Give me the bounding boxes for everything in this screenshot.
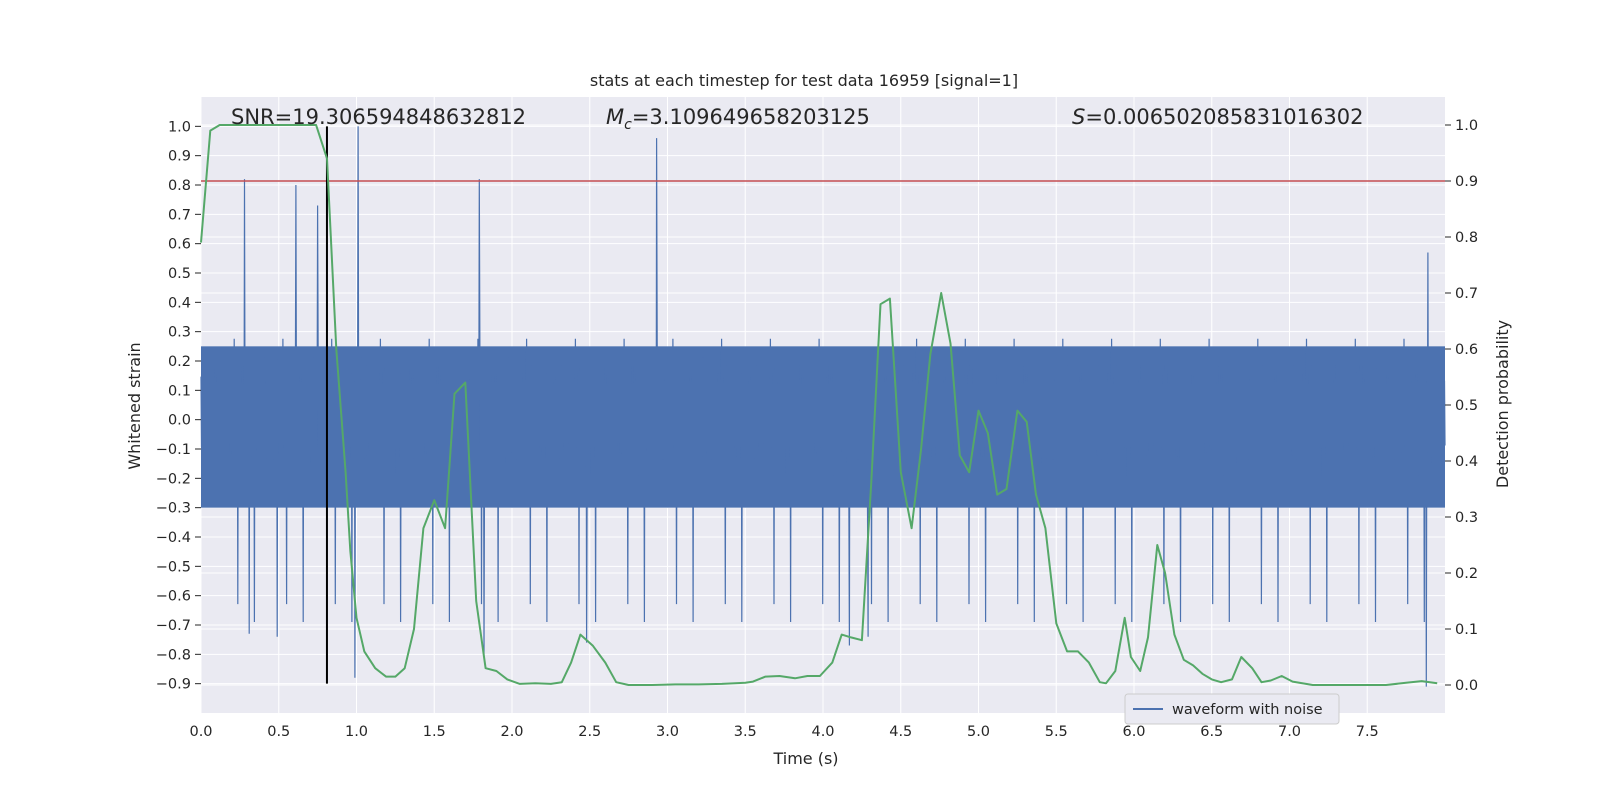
chirp-mass-value: =3.109649658203125: [632, 105, 870, 129]
x-tick-label: 2.5: [578, 724, 601, 740]
x-axis: 0.0 0.5 1.0 1.5 2.0 2.5 3.0 3.5 4.0 4.5 5.0 5.5 6.0 6…: [189, 724, 1378, 740]
y-tick-label: −0.6: [156, 589, 191, 605]
x-tick-label: 7.0: [1278, 724, 1301, 740]
x-tick-label: 5.0: [967, 724, 990, 740]
y-tick-label: 0.4: [168, 295, 191, 311]
y2-tick-label: 0.3: [1455, 510, 1478, 526]
strain-line: [200, 126, 1446, 687]
x-tick-label: 1.5: [423, 724, 446, 740]
x-tick-label: 4.5: [889, 724, 912, 740]
x-tick-label: 5.5: [1045, 724, 1068, 740]
y2-tick-label: 0.4: [1455, 454, 1478, 470]
y-tick-label: 0.2: [168, 354, 191, 370]
y-tick-label: 0.7: [168, 207, 191, 223]
y-tick-label: −0.5: [156, 559, 191, 575]
y2-tick-label: 0.9: [1455, 174, 1478, 190]
x-axis-label: Time (s): [772, 749, 838, 768]
chirp-mass-annotation: Mc=3.109649658203125: [606, 105, 870, 133]
x-tick-label: 3.0: [656, 724, 679, 740]
y-tick-label: 0.8: [168, 178, 191, 194]
y2-tick-label: 0.6: [1455, 342, 1478, 358]
probability-line: [200, 124, 1438, 686]
y2-tick-label: 1.0: [1455, 118, 1478, 134]
y-tick-label: −0.2: [156, 471, 191, 487]
y2-axis-label: Detection probability: [1493, 320, 1512, 488]
legend-box: [1124, 693, 1340, 725]
x-tick-label: 0.0: [189, 724, 212, 740]
s-symbol: S: [1072, 105, 1085, 129]
y-tick-label: −0.4: [156, 530, 191, 546]
y2-tick-label: 0.2: [1455, 566, 1478, 582]
snr-annotation: SNR=19.306594848632812: [231, 105, 526, 129]
y-axis-right: 0.0 0.1 0.2 0.3 0.4 0.5 0.6 0.7 0.8 0.9 1.0: [1445, 118, 1478, 694]
x-tick-label: 6.5: [1200, 724, 1223, 740]
x-tick-label: 4.0: [811, 724, 834, 740]
legend-label-strain: waveform with noise: [1172, 702, 1323, 718]
chart-title: stats at each timestep for test data 169…: [590, 71, 1018, 90]
y-tick-label: 0.3: [168, 325, 191, 341]
s-annotation: S=0.006502085831016302: [1072, 105, 1363, 129]
y-tick-label: −0.7: [156, 618, 191, 634]
x-tick-label: 6.0: [1122, 724, 1145, 740]
y-tick-label: 0.1: [168, 383, 191, 399]
strain-series: [200, 126, 1446, 687]
y-tick-label: 0.6: [168, 237, 191, 253]
y2-tick-label: 0.0: [1455, 678, 1478, 694]
x-tick-label: 3.5: [734, 724, 757, 740]
y-tick-label: −0.8: [156, 647, 191, 663]
x-tick-label: 2.0: [500, 724, 523, 740]
y2-tick-label: 0.8: [1455, 230, 1478, 246]
y-tick-label: −0.3: [156, 501, 191, 517]
y2-tick-label: 0.5: [1455, 398, 1478, 414]
y2-tick-label: 0.1: [1455, 622, 1478, 638]
y-tick-label: 0.5: [168, 266, 191, 282]
y-tick-label: −0.1: [156, 442, 191, 458]
s-value: =0.006502085831016302: [1085, 105, 1363, 129]
x-tick-label: 7.5: [1356, 724, 1379, 740]
y-tick-label: 1.0: [168, 119, 191, 135]
x-tick-label: 1.0: [345, 724, 368, 740]
legend: waveform with noise: [1124, 693, 1340, 725]
y-tick-label: 0.9: [168, 149, 191, 165]
y-tick-label: −0.9: [156, 677, 191, 693]
y-axis-label: Whitened strain: [125, 342, 144, 469]
chirp-mass-subscript: c: [624, 117, 632, 133]
chirp-mass-symbol: M: [606, 105, 624, 129]
y-axis-left: −0.9 −0.8 −0.7 −0.6 −0.5 −0.4 −0.3 −0.2 −0.1 0.0 0…: [156, 119, 201, 693]
x-tick-label: 0.5: [267, 724, 290, 740]
probability-series: [200, 124, 1445, 686]
y2-tick-label: 0.7: [1455, 286, 1478, 302]
y-tick-label: 0.0: [168, 413, 191, 429]
